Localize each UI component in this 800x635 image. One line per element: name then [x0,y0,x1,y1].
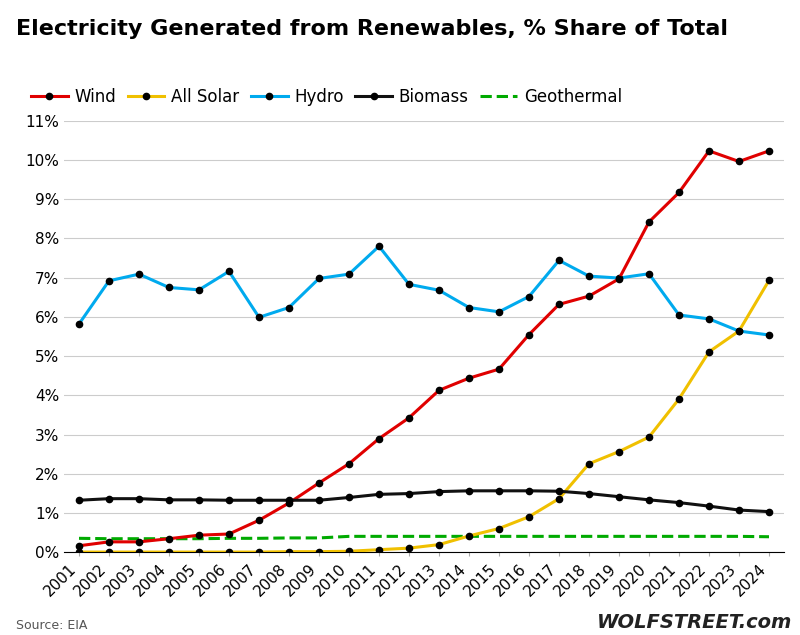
Text: Source: EIA: Source: EIA [16,619,87,632]
Text: Electricity Generated from Renewables, % Share of Total: Electricity Generated from Renewables, %… [16,19,728,39]
Legend: Wind, All Solar, Hydro, Biomass, Geothermal: Wind, All Solar, Hydro, Biomass, Geother… [24,81,629,112]
Text: WOLFSTREET.com: WOLFSTREET.com [597,613,792,632]
